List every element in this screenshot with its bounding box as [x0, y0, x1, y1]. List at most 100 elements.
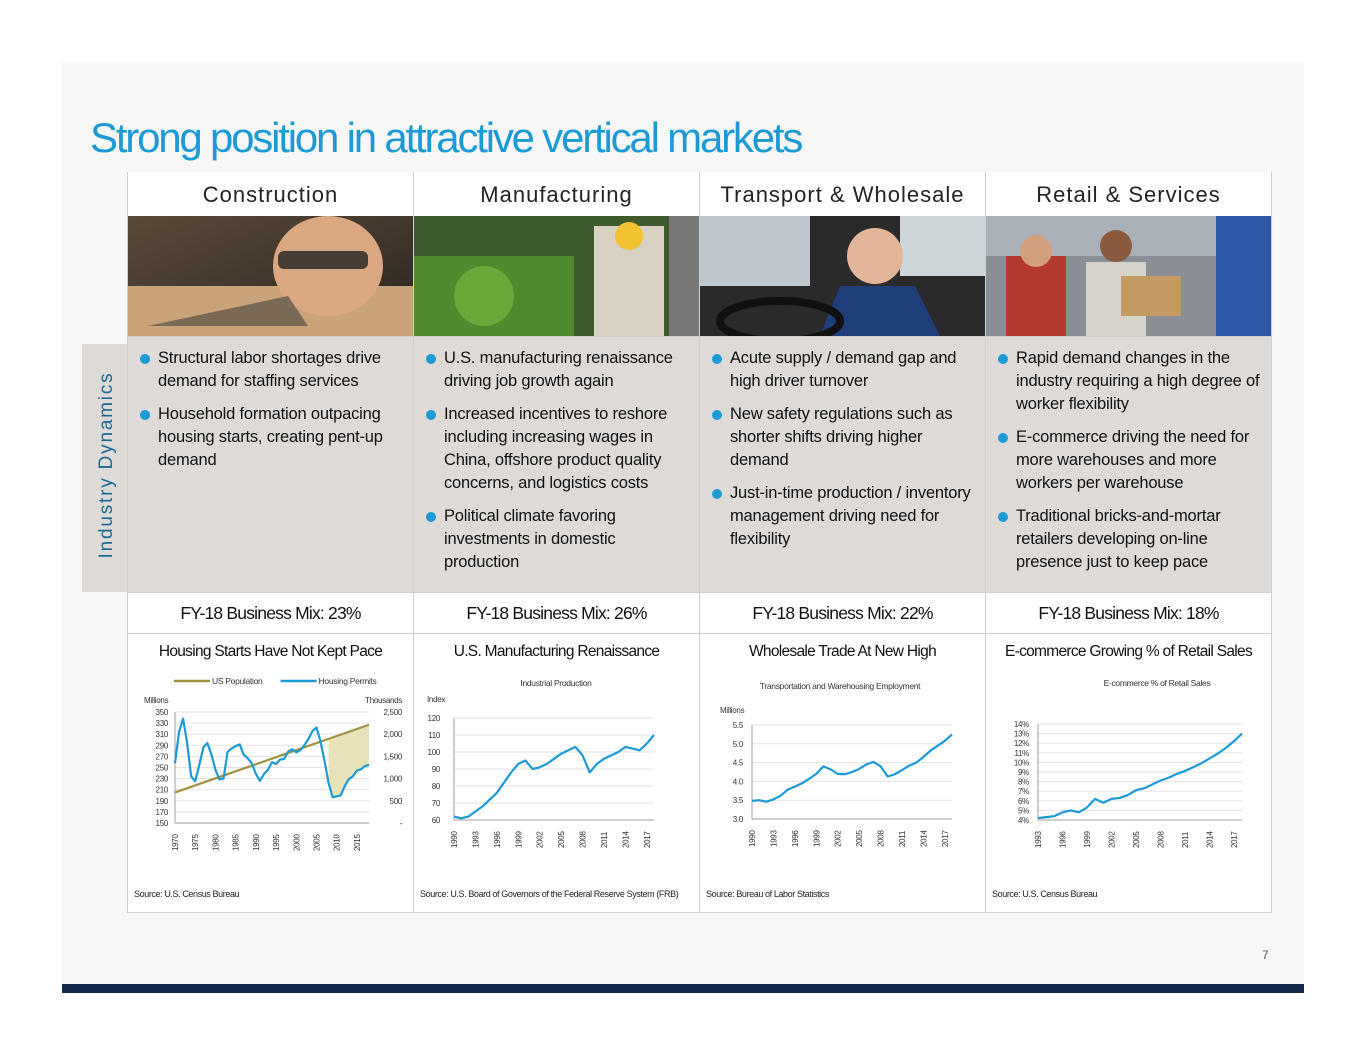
- y-tick-label: 70: [432, 799, 441, 808]
- side-label-text: Industry Dynamics: [96, 371, 117, 559]
- industry-dynamics-label: Industry Dynamics: [82, 344, 127, 592]
- legend-label: Industrial Production: [520, 678, 592, 688]
- chart-source: Source: U.S. Census Bureau: [134, 889, 240, 899]
- x-tick-label: 2014: [919, 830, 928, 847]
- y-tick-label: 250: [156, 764, 169, 773]
- manufacturing-worker-photo: [414, 216, 699, 336]
- bullet-item: Traditional bricks-and-mortar retailers …: [998, 505, 1265, 574]
- x-tick-label: 1996: [791, 830, 800, 847]
- series-line: [453, 734, 655, 820]
- housing-starts-chart: 350 330 310 290 270 250 230 210 190 170 150 2,500 2,…: [144, 676, 403, 851]
- x-tick-label: 2017: [941, 830, 950, 847]
- x-tick-label: 2002: [1107, 831, 1116, 848]
- x-tick-label: 2011: [898, 830, 907, 847]
- bullet-item: Rapid demand changes in the industry req…: [998, 347, 1265, 416]
- y-tick-label: 270: [156, 752, 169, 761]
- x-tick-label: 2002: [536, 831, 545, 848]
- series-line: [1037, 732, 1243, 820]
- business-mix: FY-18 Business Mix: 22%: [700, 592, 985, 634]
- industry-dynamics-panel: Rapid demand changes in the industry req…: [986, 336, 1271, 593]
- x-tick-label: 2002: [834, 830, 843, 847]
- y-tick-label: 290: [156, 741, 169, 750]
- chart-title: Wholesale Trade At New High: [748, 643, 937, 660]
- series-line: [174, 723, 370, 794]
- y-tick-label: 330: [156, 719, 169, 728]
- footer-bar: [62, 984, 1304, 993]
- gap-area: [328, 724, 369, 798]
- bullet-item: Just-in-time production / inventory mana…: [712, 482, 979, 551]
- chart-title: Housing Starts Have Not Kept Pace: [158, 643, 383, 660]
- y-tick-label: 210: [156, 786, 169, 795]
- bullet-item: E-commerce driving the need for more war…: [998, 426, 1265, 495]
- y-tick-label: 10%: [1014, 758, 1029, 767]
- x-tick-label: 2005: [312, 834, 321, 851]
- business-mix: FY-18 Business Mix: 18%: [986, 592, 1271, 634]
- right-tick-label: 1,500: [383, 752, 402, 761]
- x-tick-label: 2005: [557, 831, 566, 848]
- x-tick-label: 1993: [471, 831, 480, 848]
- series-line: [173, 717, 370, 799]
- page-title: Strong position in attractive vertical m…: [90, 114, 803, 161]
- column-heading: Manufacturing: [480, 182, 633, 207]
- business-mix: FY-18 Business Mix: 26%: [414, 592, 699, 634]
- x-tick-label: 1975: [191, 834, 200, 851]
- chart-source: Source: Bureau of Labor Statistics: [706, 889, 829, 899]
- x-tick-label: 2014: [1205, 831, 1214, 848]
- bullet-item: Household formation outpacing housing st…: [140, 403, 407, 472]
- x-tick-label: 1996: [1058, 831, 1067, 848]
- ecommerce-chart: 14%13%12%11%10%9%8%7%6%5%4% 1993 1996 1999 2…: [1014, 678, 1243, 848]
- chart-panel: Housing Starts Have Not Kept Pace 350 330…: [128, 633, 413, 912]
- x-tick-label: 1990: [252, 834, 261, 851]
- x-tick-label: 2011: [1181, 831, 1190, 848]
- chart-source: Source: U.S. Board of Governors of the F…: [420, 889, 679, 899]
- x-tick-label: 1970: [171, 834, 180, 851]
- right-tick-label: 2,500: [383, 708, 402, 717]
- y-tick-label: 4.0: [733, 777, 744, 786]
- right-axis-label: Thousands: [365, 696, 402, 705]
- industry-dynamics-panel: U.S. manufacturing renaissance driving j…: [414, 336, 699, 593]
- x-tick-label: 1985: [232, 834, 241, 851]
- x-tick-label: 1995: [272, 834, 281, 851]
- bullet-item: Acute supply / demand gap and high drive…: [712, 347, 979, 393]
- x-tick-label: 2000: [292, 834, 301, 851]
- y-tick-label: 110: [428, 731, 441, 740]
- right-tick-label: 2,000: [383, 730, 402, 739]
- x-tick-label: 2011: [600, 831, 609, 848]
- y-tick-label: 90: [432, 765, 441, 774]
- y-tick-label: 60: [432, 816, 441, 825]
- y-tick-label: 120: [428, 714, 441, 723]
- bullet-list: Acute supply / demand gap and high drive…: [700, 337, 985, 551]
- y-tick-label: 310: [156, 730, 169, 739]
- y-tick-label: 11%: [1014, 749, 1029, 758]
- column-heading: Construction: [202, 182, 339, 207]
- x-tick-label: 1990: [748, 830, 757, 847]
- x-tick-label: 1999: [514, 831, 523, 848]
- right-tick-label: 500: [390, 797, 403, 806]
- y-tick-label: 4.5: [733, 759, 744, 768]
- y-tick-label: 230: [156, 775, 169, 784]
- y-tick-label: 170: [156, 808, 169, 817]
- y-axis-label: Millions: [720, 706, 745, 715]
- x-tick-label: 2005: [855, 830, 864, 847]
- x-tick-label: 2008: [579, 831, 588, 848]
- chart-panel: U.S. Manufacturing Renaissance 120 110 100…: [414, 633, 699, 912]
- bullet-list: Structural labor shortages drive demand …: [128, 337, 413, 472]
- x-tick-label: 1990: [450, 831, 459, 848]
- legend-label: E-commerce % of Retail Sales: [1104, 678, 1211, 688]
- legend-label: Transportation and Warehousing Employmen…: [760, 681, 921, 691]
- x-tick-label: 2008: [1156, 831, 1165, 848]
- y-tick-label: 13%: [1014, 730, 1029, 739]
- x-tick-label: 2015: [353, 834, 362, 851]
- legend-label: US Population: [212, 676, 263, 686]
- y-tick-label: 7%: [1018, 787, 1029, 796]
- chart-title: U.S. Manufacturing Renaissance: [453, 643, 660, 660]
- x-tick-label: 2017: [643, 831, 652, 848]
- x-tick-label: 2017: [1230, 831, 1239, 848]
- x-tick-label: 2008: [877, 830, 886, 847]
- y-tick-label: 80: [432, 782, 441, 791]
- industry-dynamics-panel: Structural labor shortages drive demand …: [128, 336, 413, 593]
- chart-panel: Wholesale Trade At New High 5.5 5.0 4.5 4.0…: [700, 633, 985, 912]
- bullet-item: New safety regulations such as shorter s…: [712, 403, 979, 472]
- chart-panel: E-commerce Growing % of Retail Sales 14%…: [986, 633, 1271, 912]
- y-tick-label: 350: [156, 708, 169, 717]
